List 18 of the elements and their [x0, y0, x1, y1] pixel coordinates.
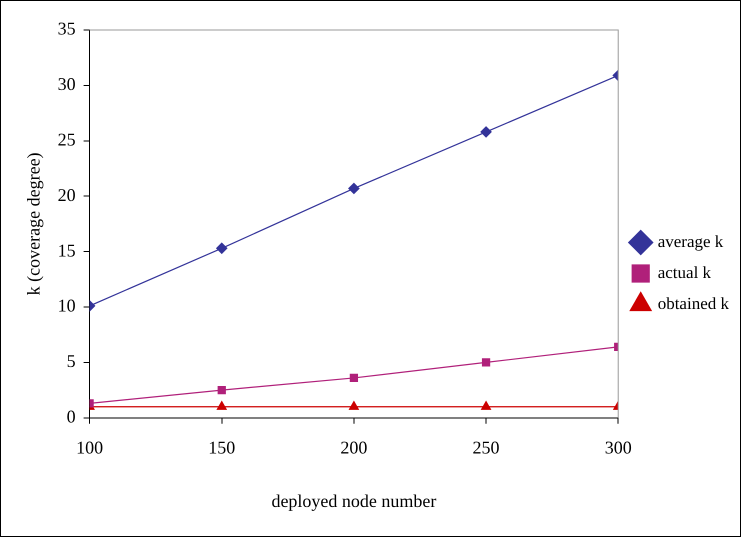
y-tick-label: 25 [58, 130, 76, 150]
x-tick-label: 250 [472, 437, 500, 458]
y-tick-label: 30 [58, 74, 76, 94]
x-tick-label: 100 [76, 437, 104, 458]
y-tick-label: 15 [58, 240, 76, 260]
y-axis-title: k (coverage degree) [24, 152, 44, 296]
x-tick-label: 150 [208, 437, 236, 458]
x-tick-label: 300 [604, 437, 632, 458]
x-tick-label: 200 [340, 437, 368, 458]
y-tick-label: 20 [58, 184, 76, 205]
legend-label: actual k [658, 262, 712, 282]
y-tick-label: 0 [66, 406, 76, 427]
legend-label: obtained k [658, 294, 730, 313]
y-tick-label: 5 [66, 351, 76, 372]
legend-label: average k [658, 232, 724, 251]
x-axis-title: deployed node number [271, 490, 436, 511]
y-tick-label: 10 [58, 296, 76, 316]
y-tick-label: 35 [58, 18, 76, 39]
